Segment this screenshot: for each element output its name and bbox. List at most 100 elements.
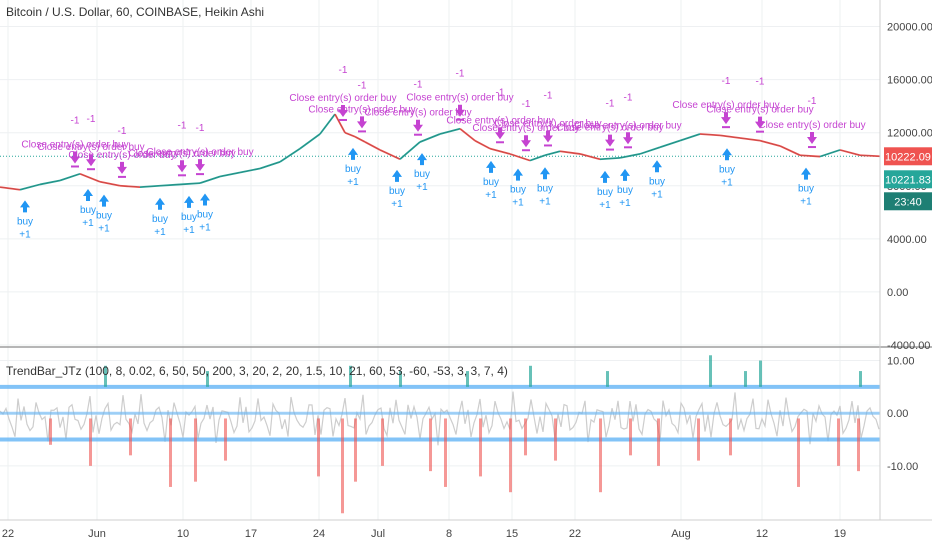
- price-segment: [119, 184, 141, 188]
- close-label: Close entry(s) order buy: [364, 108, 471, 119]
- close-signal: Close entry(s) order buy-1: [758, 96, 866, 149]
- buy-qty: +1: [512, 198, 524, 209]
- osc-down-bar: [524, 418, 527, 456]
- time-tick-label: 8: [446, 528, 452, 540]
- price-segment: [599, 157, 621, 161]
- osc-up-bar: [709, 355, 712, 387]
- countdown-value: 23:40: [894, 196, 922, 208]
- time-tick-label: 22: [569, 528, 581, 540]
- price-tick-label: 4000.00: [887, 234, 927, 246]
- time-tick-label: 15: [506, 528, 518, 540]
- buy-arrow-icon: [722, 148, 732, 161]
- osc-down-bar: [224, 418, 227, 461]
- osc-up-bar: [529, 365, 532, 387]
- close-qty: -1: [118, 126, 127, 137]
- oscillator-pane[interactable]: [0, 355, 880, 514]
- buy-label: buy: [414, 169, 430, 180]
- price-segment: [759, 139, 781, 147]
- osc-down-bar: [169, 418, 172, 487]
- buy-signal: buy +1: [537, 167, 553, 207]
- buy-label: buy: [96, 211, 112, 222]
- price-pane[interactable]: [0, 113, 881, 191]
- close-signal: Close entry(s) order buy -1: [706, 77, 814, 133]
- osc-down-bar: [429, 418, 432, 472]
- buy-arrow-icon: [801, 167, 811, 180]
- osc-down-bar: [444, 418, 447, 487]
- price-tick-label: 12000.00: [887, 128, 932, 140]
- buy-signal: buy +1: [483, 160, 499, 201]
- buy-qty: +1: [599, 200, 611, 211]
- last-price-value: 10222.09: [885, 151, 931, 163]
- second-price-badge: [884, 170, 932, 189]
- buy-qty: +1: [183, 225, 195, 236]
- time-tick-label: Jun: [88, 528, 106, 540]
- close-arrow-icon: [807, 132, 817, 145]
- price-segment: [299, 133, 321, 150]
- osc-down-bar: [479, 418, 482, 477]
- price-segment: [559, 150, 581, 155]
- close-label: Close entry(s) order buy: [146, 147, 253, 158]
- buy-signal: buy +1: [510, 168, 526, 209]
- close-arrow-icon: [357, 116, 367, 129]
- price-segment: [344, 131, 356, 138]
- close-arrow-icon: [543, 130, 553, 143]
- last-price-badge: [884, 147, 932, 166]
- close-arrow-icon: [338, 104, 348, 117]
- close-qty: -1: [87, 114, 96, 125]
- close-signal: Close entry(s) order buy-1: [472, 99, 580, 152]
- price-segment: [839, 149, 861, 157]
- close-arrow-icon: [455, 104, 465, 117]
- buy-label: buy: [17, 216, 33, 227]
- close-label: Close entry(s) order buy: [289, 93, 396, 104]
- buy-qty: +1: [391, 199, 403, 210]
- close-signal: Close entry(s) order buy-1: [556, 99, 664, 151]
- price-segment: [199, 175, 221, 184]
- close-qty: -1: [624, 92, 633, 103]
- time-tick-label: Aug: [671, 528, 691, 540]
- indicator-title: TrendBar_JTz (100, 8, 0.02, 6, 50, 50, 2…: [6, 364, 508, 378]
- close-qty: -1: [522, 99, 531, 110]
- osc-down-bar: [554, 418, 557, 461]
- buy-label: buy: [537, 183, 553, 194]
- close-arrow-icon: [755, 116, 765, 129]
- osc-down-bar: [381, 418, 384, 466]
- close-arrow-icon: [605, 134, 615, 147]
- osc-down-bar: [657, 418, 660, 466]
- buy-arrow-icon: [486, 160, 496, 173]
- close-arrow-icon: [117, 161, 127, 174]
- buy-label: buy: [152, 214, 168, 225]
- buy-arrow-icon: [652, 160, 662, 173]
- close-label: Close entry(s) order buy: [706, 105, 813, 116]
- close-arrow-icon: [521, 135, 531, 148]
- osc-down-bar: [697, 418, 700, 461]
- price-segment: [719, 134, 741, 139]
- price-segment: [739, 137, 761, 142]
- price-segment: [419, 133, 441, 143]
- buy-label: buy: [197, 209, 213, 220]
- time-tick-label: 10: [177, 528, 189, 540]
- close-label: Close entry(s) order buy: [308, 104, 415, 115]
- close-qty: -1: [722, 76, 731, 87]
- close-signal: Close entry(s) order buy-1: [308, 80, 416, 133]
- osc-up-bar: [104, 365, 107, 387]
- close-label: Close entry(s) order buy: [406, 93, 513, 104]
- time-tick-label: 19: [834, 528, 846, 540]
- osc-tick-label: 0.00: [887, 408, 908, 420]
- time-tick-label: Jul: [371, 528, 385, 540]
- close-label: Close entry(s) order buy: [758, 120, 865, 131]
- symbol-title: Bitcoin / U.S. Dollar, 60, COINBASE, Hei…: [6, 5, 265, 19]
- close-signal: Close entry(s) order buy-1: [128, 120, 236, 177]
- buy-signal: buy +1: [597, 170, 613, 211]
- price-segment: [529, 154, 546, 162]
- price-segment: [779, 145, 801, 157]
- buy-signal: buy +1: [719, 148, 735, 188]
- price-segment: [319, 113, 336, 135]
- buy-qty: +1: [154, 227, 166, 238]
- countdown-badge: [884, 192, 932, 211]
- close-qty: -1: [456, 69, 465, 80]
- price-tick-label: 16000.00: [887, 75, 932, 87]
- osc-up-bar: [399, 371, 402, 387]
- price-segment: [259, 161, 281, 170]
